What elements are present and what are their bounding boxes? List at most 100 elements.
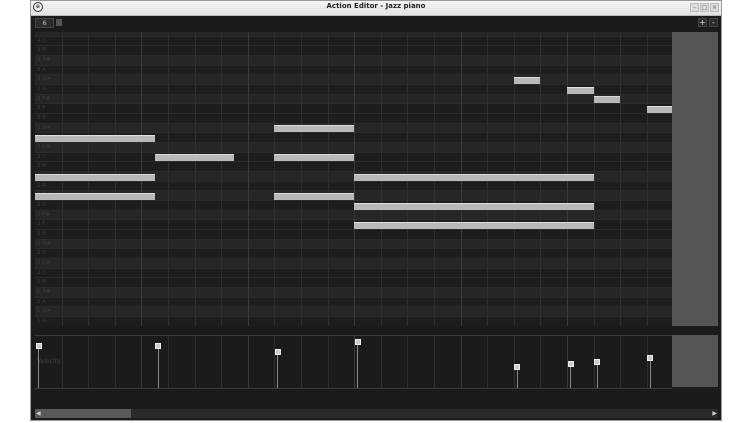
beat-line [194, 32, 196, 326]
pitch-label: 3 G [37, 86, 47, 93]
pitch-row[interactable]: 2 B [35, 162, 672, 173]
beat-line [274, 32, 276, 326]
pitch-row[interactable]: 1 G# [35, 307, 672, 318]
velocity-handle[interactable] [594, 358, 601, 365]
pitch-label: 1 A [37, 298, 47, 305]
snap-toggle[interactable] [56, 19, 62, 26]
beat-line [380, 336, 382, 388]
pitch-row[interactable]: 2 D# [35, 239, 672, 250]
window-title: Action Editor - Jazz piano [326, 2, 426, 10]
pitch-label: 2 F [37, 221, 46, 228]
velocity-handle[interactable] [647, 354, 654, 361]
beat-line [221, 32, 223, 326]
note[interactable] [274, 125, 355, 133]
beat-line [487, 336, 489, 388]
pitch-label: 4 C [37, 37, 47, 44]
pitch-row[interactable]: 3 F# [35, 94, 672, 105]
note[interactable] [154, 154, 235, 162]
pitch-row[interactable]: 1 A# [35, 288, 672, 298]
piano-roll-grid[interactable]: 4 C# 4 C 3 B 3 A# 3 A 3 G# 3 G 3 F# 3 F 3 E 3 D# 3 … [35, 32, 672, 326]
pitch-label: 2 A [37, 182, 47, 189]
zoom-out-button[interactable]: - [709, 18, 718, 27]
note[interactable] [354, 173, 594, 181]
pitch-label: 3 G# [37, 76, 52, 83]
note[interactable] [35, 192, 155, 200]
note[interactable] [274, 154, 355, 162]
beat-line [274, 336, 276, 388]
beat-line [141, 336, 143, 388]
pitch-row[interactable]: 2 F [35, 220, 672, 231]
pitch-row[interactable]: 3 A [35, 66, 672, 76]
beat-line [646, 336, 648, 388]
pitch-row[interactable]: 1 B [35, 278, 672, 289]
velocity-stem [38, 344, 39, 388]
right-panel [672, 32, 718, 326]
pitch-row[interactable]: 3 C# [35, 143, 672, 153]
note[interactable] [646, 105, 672, 113]
velocity-stem [277, 351, 279, 388]
scroll-left-arrow-icon[interactable]: ◀ [36, 410, 41, 417]
snap-spinbox[interactable]: 6 [35, 18, 54, 28]
scroll-right-arrow-icon[interactable]: ▶ [712, 410, 717, 417]
pitch-row[interactable]: 3 G# [35, 75, 672, 85]
minimize-button[interactable]: – [690, 3, 699, 12]
note[interactable] [35, 173, 155, 181]
horizontal-scrollbar[interactable]: ◀ ▶ [35, 409, 718, 418]
pitch-row[interactable]: 2 E [35, 230, 672, 240]
velocity-stem [516, 365, 518, 388]
note[interactable] [593, 96, 621, 104]
pitch-row[interactable]: 4 C [35, 37, 672, 47]
pitch-row[interactable]: 1 G [35, 317, 672, 326]
pitch-label: 3 B [37, 47, 47, 54]
note[interactable] [354, 202, 594, 210]
pitch-row[interactable]: 3 F [35, 104, 672, 115]
velocity-handle[interactable] [35, 342, 42, 349]
maximize-button[interactable]: □ [700, 3, 709, 12]
scrollbar-thumb[interactable] [35, 409, 131, 418]
pitch-row[interactable]: 3 G [35, 85, 672, 95]
pitch-row[interactable]: 3 B [35, 46, 672, 56]
pitch-label: 2 E [37, 231, 46, 238]
beat-line [593, 32, 595, 326]
pitch-row[interactable]: 2 C [35, 269, 672, 279]
beat-line [327, 336, 329, 388]
pitch-row[interactable]: 3 E [35, 114, 672, 124]
note[interactable] [513, 76, 541, 84]
pitch-label: 1 B [37, 279, 47, 286]
note[interactable] [274, 192, 355, 200]
pitch-label: 1 A# [37, 289, 51, 296]
note[interactable] [35, 134, 155, 142]
velocity-handle[interactable] [274, 349, 281, 356]
pitch-label: 2 G [37, 202, 47, 209]
velocity-stem [357, 340, 359, 388]
beat-line [407, 336, 409, 388]
velocity-handle[interactable] [354, 338, 361, 345]
note[interactable] [567, 86, 594, 94]
note[interactable] [354, 221, 594, 229]
pitch-label: 3 A [37, 66, 47, 73]
zoom-in-button[interactable]: + [698, 18, 707, 27]
beat-line [301, 32, 302, 326]
pitch-label: 3 A# [37, 57, 51, 63]
pitch-row[interactable]: 1 A [35, 298, 672, 308]
pitch-row[interactable]: 2 F# [35, 210, 672, 221]
beat-line [460, 336, 462, 388]
pitch-row[interactable]: 2 G [35, 201, 672, 211]
pitch-row[interactable]: 2 C# [35, 259, 672, 269]
velocity-stem [596, 360, 598, 388]
velocity-handle[interactable] [155, 343, 162, 350]
pitch-row[interactable]: 3 A# [35, 56, 672, 66]
pitch-row[interactable]: 4 C# [35, 32, 672, 37]
pitch-row[interactable]: 2 D [35, 249, 672, 260]
close-button[interactable]: × [710, 3, 719, 12]
pitch-row[interactable]: 2 A [35, 182, 672, 192]
beat-line [301, 336, 302, 388]
pitch-row[interactable]: 3 C [35, 153, 672, 163]
velocity-lane[interactable]: Velocity [35, 335, 672, 389]
pitch-label: 3 E [37, 115, 46, 122]
beat-line [620, 336, 622, 388]
velocity-handle[interactable] [514, 363, 521, 370]
pitch-label: 3 F# [37, 95, 51, 102]
velocity-handle[interactable] [567, 360, 574, 367]
beat-line [114, 336, 116, 388]
